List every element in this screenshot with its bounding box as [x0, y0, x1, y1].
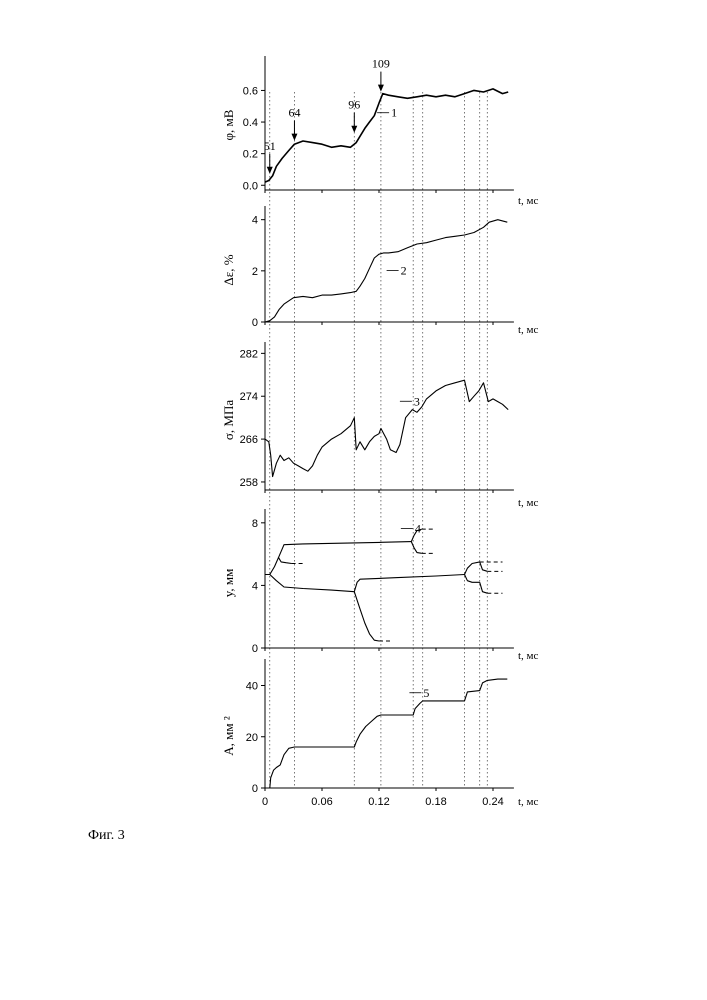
- y-axis-label: A, мм ²: [221, 716, 236, 756]
- y-tick-label: 266: [240, 434, 258, 446]
- series-line: [480, 562, 488, 571]
- y-tick-label: 0.4: [243, 117, 258, 129]
- annotation-label: 109: [372, 57, 390, 71]
- y-tick-label: 20: [246, 732, 258, 744]
- y-tick-label: 40: [246, 681, 258, 693]
- panel-coordinate: 0 4 8 4 y, мм t, мс: [221, 509, 539, 662]
- series-line: [265, 220, 507, 322]
- annotation-arrowhead: [267, 167, 273, 174]
- y-tick-label: 282: [240, 348, 258, 360]
- y-tick-label: 274: [240, 391, 258, 403]
- annotation-label: 64: [288, 106, 300, 120]
- y-axis-label: Δε, %: [221, 254, 236, 285]
- figure-caption: Фиг. 3: [88, 828, 125, 844]
- y-axis-label: y, мм: [221, 569, 236, 598]
- panel-strain: 0 2 4 2 Δε, % t, мс: [221, 206, 539, 336]
- y-tick-label: 0.2: [243, 149, 258, 161]
- series-line: [411, 542, 422, 554]
- series-line: [265, 542, 411, 575]
- x-axis-label: t, мс: [518, 497, 539, 509]
- series-line: [265, 380, 508, 476]
- curve-label: 5: [423, 686, 429, 700]
- curve-label: 3: [414, 394, 420, 408]
- x-axis-label: t, мс: [518, 796, 539, 808]
- series-line: [278, 557, 291, 563]
- curve-label: 1: [391, 106, 397, 120]
- x-axis-label: t, мс: [518, 650, 539, 662]
- y-tick-label: 0.6: [243, 85, 258, 97]
- y-tick-label: 8: [252, 518, 258, 530]
- x-axis-label: t, мс: [518, 195, 539, 207]
- annotation-arrowhead: [291, 134, 297, 141]
- annotation-arrowhead: [378, 85, 384, 92]
- y-tick-label: 0: [252, 317, 258, 329]
- series-line: [270, 575, 355, 592]
- curve-label: 4: [415, 521, 421, 535]
- y-axis-label: σ, МПа: [221, 400, 236, 440]
- x-tick-label: 0: [262, 796, 268, 808]
- series-line: [265, 89, 508, 182]
- y-tick-label: 4: [252, 215, 258, 227]
- panel-stress: 258 266 274 282 3 σ, МПа t, мс: [221, 342, 539, 509]
- y-tick-label: 0: [252, 783, 258, 795]
- panel-phi: 0.0 0.2 0.4 0.6 51 64 96 109 1 φ, мВ t, мс: [221, 56, 539, 207]
- x-tick-label: 0.18: [425, 796, 446, 808]
- series-line: [270, 679, 508, 788]
- y-tick-label: 0.0: [243, 180, 258, 192]
- curve-label: 2: [401, 263, 407, 277]
- panel-area: 0 20 40 0 0.06 0.12 0.18 0.24 5 A, мм ² t, мс: [221, 659, 539, 808]
- y-tick-label: 4: [252, 580, 258, 592]
- annotation-arrowhead: [351, 126, 357, 133]
- y-axis-label: φ, мВ: [221, 109, 236, 140]
- annotation-label: 96: [348, 98, 360, 112]
- series-line: [354, 592, 379, 641]
- series-line: [480, 582, 488, 593]
- series-line: [465, 562, 480, 575]
- x-tick-label: 0.24: [482, 796, 503, 808]
- y-tick-label: 258: [240, 477, 258, 489]
- annotation-label: 51: [264, 139, 276, 153]
- y-tick-label: 2: [252, 266, 258, 278]
- series-line: [465, 575, 480, 583]
- series-line: [354, 575, 464, 592]
- y-tick-label: 0: [252, 643, 258, 655]
- event-marker-lines: [270, 92, 488, 788]
- x-axis-label: t, мс: [518, 324, 539, 336]
- x-tick-label: 0.06: [311, 796, 332, 808]
- x-tick-label: 0.12: [368, 796, 389, 808]
